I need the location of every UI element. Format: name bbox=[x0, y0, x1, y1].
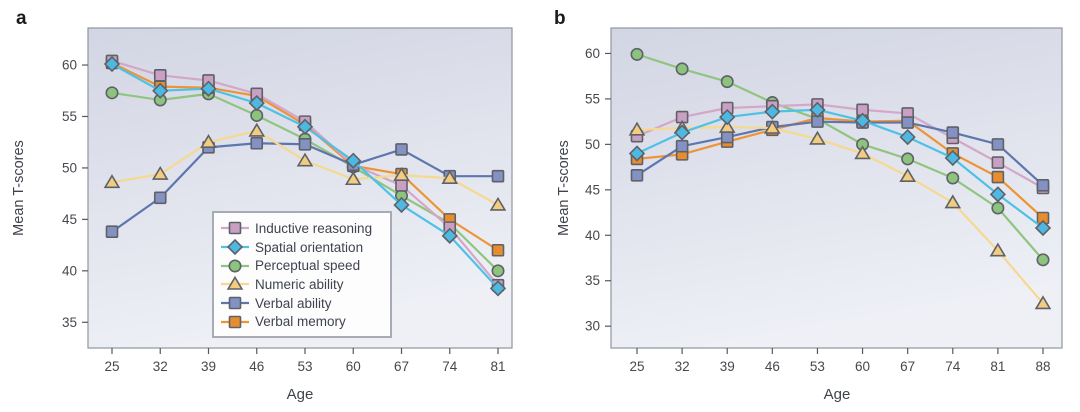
legend-item-inductive-reasoning: Inductive reasoning bbox=[220, 219, 382, 238]
series-verbal-ability bbox=[630, 115, 1050, 192]
y-tick-label: 40 bbox=[585, 228, 600, 243]
series-numeric-ability bbox=[628, 118, 1052, 310]
y-tick-label: 60 bbox=[62, 58, 77, 73]
y-tick-label: 45 bbox=[585, 182, 600, 197]
series-perceptual-speed bbox=[630, 47, 1050, 267]
y-axis-a: 35 40 45 50 55 60 bbox=[62, 58, 88, 330]
panel-b-x-axis-label: Age bbox=[823, 386, 851, 403]
panel-a-chart: 35 40 45 50 55 60 25 32 39 46 53 60 67 74 81 bbox=[62, 27, 513, 374]
square-marker-icon bbox=[221, 315, 249, 328]
panel-a-y-axis-label: Mean T-scores bbox=[11, 140, 27, 236]
x-tick-label: 60 bbox=[855, 359, 870, 374]
panel-b-chart: 30 35 40 45 50 55 60 25 32 39 46 53 60 67 74 81 88 bbox=[585, 27, 1063, 374]
legend-item-perceptual-speed: Perceptual speed bbox=[220, 256, 382, 275]
y-tick-label: 50 bbox=[585, 137, 600, 152]
x-tick-label: 39 bbox=[720, 359, 735, 374]
y-tick-label: 40 bbox=[62, 263, 77, 278]
square-marker-icon bbox=[221, 222, 249, 235]
series-spatial-orientation bbox=[628, 101, 1052, 237]
panel-b-y-axis-label: Mean T-scores bbox=[556, 140, 572, 236]
square-marker-icon bbox=[221, 296, 249, 310]
x-axis-b: 25 32 39 46 53 60 67 74 81 88 bbox=[629, 348, 1051, 374]
x-tick-label: 25 bbox=[629, 359, 644, 374]
legend-item-label: Spatial orientation bbox=[255, 239, 364, 255]
x-tick-label: 81 bbox=[990, 359, 1005, 374]
y-tick-label: 55 bbox=[62, 109, 77, 124]
x-tick-label: 46 bbox=[765, 359, 780, 374]
panel-a-letter: a bbox=[16, 8, 27, 29]
x-tick-label: 74 bbox=[945, 359, 961, 374]
diamond-marker-icon bbox=[221, 239, 249, 255]
x-tick-label: 32 bbox=[675, 359, 690, 374]
legend-item-label: Numeric ability bbox=[255, 276, 344, 292]
y-tick-label: 50 bbox=[62, 160, 77, 175]
plot-area-b bbox=[610, 27, 1063, 349]
panel-a-x-axis-label: Age bbox=[286, 386, 314, 403]
x-tick-label: 25 bbox=[104, 359, 119, 374]
panel-b-letter: b bbox=[554, 8, 566, 29]
legend-item-verbal-ability: Verbal ability bbox=[220, 294, 382, 313]
y-tick-label: 30 bbox=[585, 319, 600, 334]
legend-item-spatial-orientation: Spatial orientation bbox=[220, 238, 382, 257]
x-tick-label: 39 bbox=[201, 359, 216, 374]
y-tick-label: 55 bbox=[585, 91, 600, 106]
x-tick-label: 60 bbox=[346, 359, 361, 374]
legend-item-label: Inductive reasoning bbox=[255, 220, 373, 236]
series-numeric-ability bbox=[103, 122, 507, 211]
x-tick-label: 53 bbox=[297, 359, 312, 374]
y-tick-label: 45 bbox=[62, 212, 77, 227]
x-tick-label: 88 bbox=[1035, 359, 1050, 374]
y-tick-label: 60 bbox=[585, 46, 600, 61]
legend-item-label: Perceptual speed bbox=[255, 258, 361, 274]
legend-item-label: Verbal ability bbox=[255, 295, 332, 311]
legend: Inductive reasoning Spatial orientation Pe… bbox=[212, 211, 392, 338]
circle-marker-icon bbox=[221, 259, 249, 273]
x-tick-label: 53 bbox=[810, 359, 825, 374]
y-tick-label: 35 bbox=[585, 273, 600, 288]
y-axis-b: 30 35 40 45 50 55 60 bbox=[585, 46, 611, 334]
triangle-marker-icon bbox=[221, 276, 249, 291]
y-tick-label: 35 bbox=[62, 315, 77, 330]
legend-item-label: Verbal memory bbox=[255, 314, 346, 330]
legend-item-verbal-memory: Verbal memory bbox=[220, 312, 382, 331]
x-tick-label: 32 bbox=[153, 359, 168, 374]
x-tick-label: 74 bbox=[442, 359, 458, 374]
x-tick-label: 46 bbox=[249, 359, 264, 374]
x-tick-label: 81 bbox=[490, 359, 505, 374]
x-tick-label: 67 bbox=[394, 359, 409, 374]
series-spatial-orientation bbox=[103, 55, 507, 297]
x-axis-a: 25 32 39 46 53 60 67 74 81 bbox=[104, 348, 506, 374]
legend-item-numeric-ability: Numeric ability bbox=[220, 275, 382, 294]
x-tick-label: 67 bbox=[900, 359, 915, 374]
